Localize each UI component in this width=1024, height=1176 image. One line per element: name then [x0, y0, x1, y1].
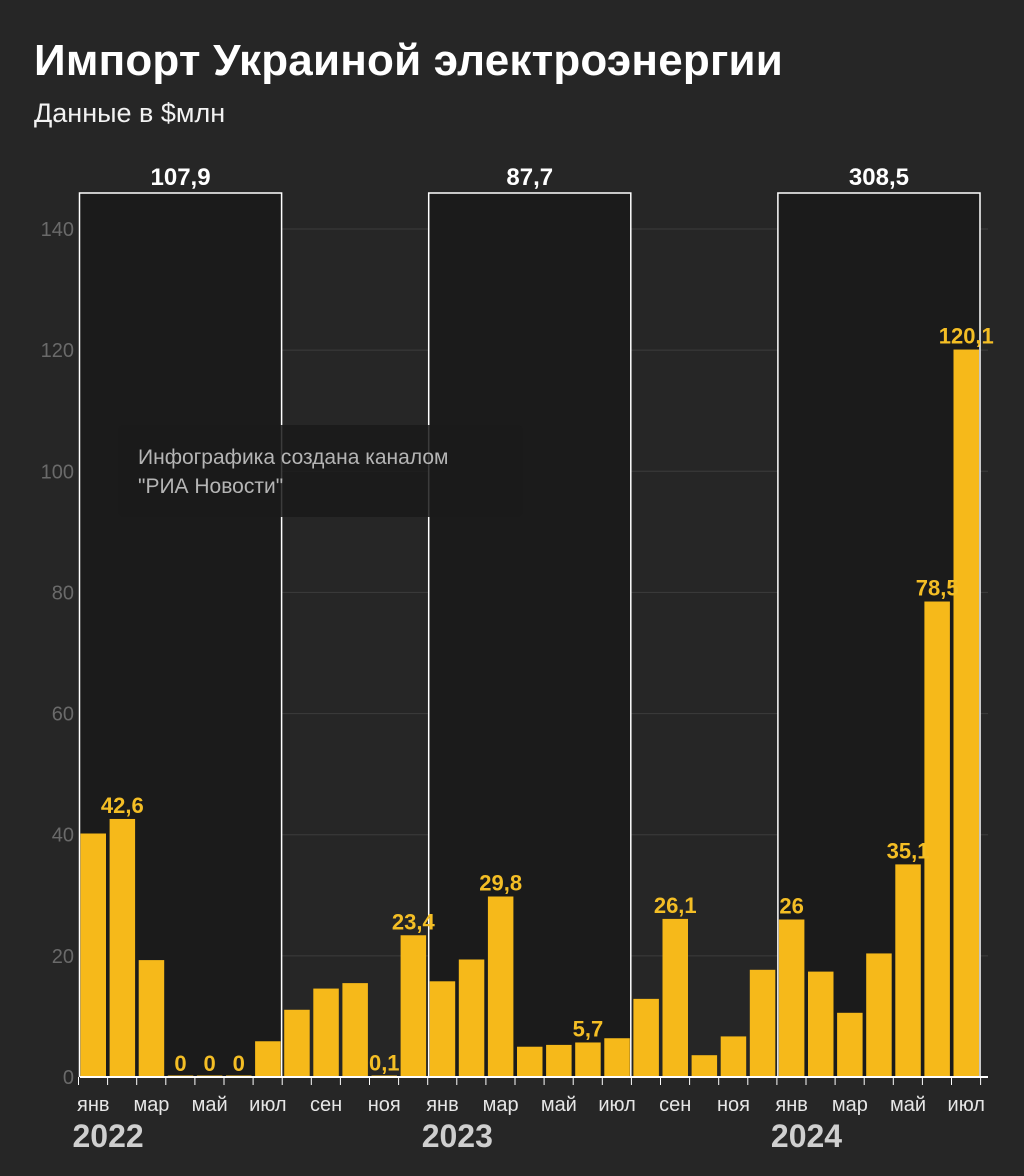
period-box-1 [428, 193, 631, 1077]
y-tick-label: 40 [52, 825, 74, 847]
x-tick-label: июл [598, 1094, 635, 1116]
bar-7 [284, 1009, 310, 1077]
bar-13 [458, 959, 485, 1077]
y-tick-label: 120 [41, 340, 74, 362]
data-label: 5,7 [573, 1016, 604, 1041]
x-tick-label: мар [133, 1094, 169, 1116]
x-tick-label: сен [310, 1094, 342, 1116]
y-tick-label: 80 [52, 582, 74, 604]
bar-25 [808, 971, 834, 1077]
bar-9 [342, 983, 368, 1077]
bar-17 [575, 1042, 601, 1077]
bar-21 [691, 1055, 718, 1077]
bars [80, 349, 979, 1078]
x-tick-label: июл [249, 1094, 286, 1116]
x-tick-label: май [192, 1094, 228, 1116]
bar-20 [662, 918, 688, 1077]
bar-29 [924, 601, 950, 1077]
x-tick-label: май [890, 1094, 926, 1116]
year-label: 2023 [422, 1118, 493, 1154]
y-tick-label: 100 [41, 461, 74, 483]
bar-19 [633, 998, 659, 1077]
period-boxes: 107,9 87,7 308,5 [78, 164, 981, 1077]
bar-16 [546, 1044, 572, 1077]
data-label: 23,4 [392, 909, 436, 934]
data-label: 29,8 [479, 870, 522, 895]
bar-22 [720, 1036, 747, 1077]
data-label: 0,1 [369, 1050, 400, 1075]
x-tick-label: май [541, 1094, 577, 1116]
bar-28 [895, 864, 921, 1077]
bar-0 [80, 833, 106, 1077]
data-label: 26 [779, 894, 803, 919]
chart-title: Импорт Украиной электроэнергии [34, 36, 783, 85]
bar-27 [866, 953, 892, 1077]
x-tick-label: ноя [368, 1094, 401, 1116]
data-label: 42,6 [101, 793, 144, 818]
watermark-line-1: Инфографика создана каналом [138, 446, 448, 469]
data-label: 78,5 [916, 576, 959, 601]
bar-11 [400, 935, 427, 1077]
watermark-line-2: "РИА Новости" [138, 475, 283, 498]
x-tick-label: янв [426, 1094, 459, 1116]
data-label: 0 [204, 1051, 216, 1076]
bar-23 [749, 969, 776, 1077]
x-tick-label: янв [775, 1094, 808, 1116]
x-tick-label: янв [77, 1094, 110, 1116]
y-tick-label: 140 [41, 219, 74, 241]
bar-26 [837, 1012, 863, 1077]
data-label: 0 [174, 1051, 186, 1076]
bar-2 [138, 960, 165, 1077]
bar-18 [604, 1038, 630, 1077]
period-total-label: 107,9 [151, 164, 211, 191]
bar-15 [517, 1046, 543, 1077]
watermark: Инфографика создана каналом "РИА Новости… [118, 425, 523, 517]
data-label: 26,1 [654, 893, 697, 918]
period-total-label: 308,5 [849, 164, 909, 191]
bar-1 [109, 818, 136, 1077]
y-tick-label: 0 [63, 1067, 74, 1089]
bar-30 [953, 349, 979, 1078]
x-tick-label: сен [659, 1094, 691, 1116]
x-tick-label: мар [832, 1094, 868, 1116]
period-box-outline-1 [427, 192, 632, 1077]
data-label: 120,1 [939, 324, 994, 349]
bar-14 [487, 896, 514, 1077]
year-label: 2022 [73, 1118, 144, 1154]
y-tick-label: 20 [52, 946, 74, 968]
bar-24 [778, 919, 805, 1077]
period-box-outline-0 [78, 192, 283, 1077]
x-tick-label: мар [483, 1094, 519, 1116]
bar-8 [313, 988, 339, 1077]
period-box-outline-2 [777, 192, 981, 1077]
watermark-background [118, 425, 523, 517]
y-tick-label: 60 [52, 704, 74, 726]
bar-12 [429, 981, 456, 1077]
year-label: 2024 [771, 1118, 842, 1154]
data-label: 35,1 [887, 838, 930, 863]
data-label: 0 [233, 1051, 245, 1076]
chart-subtitle: Данные в $млн [34, 98, 226, 128]
bar-6 [255, 1041, 281, 1077]
x-tick-label: ноя [717, 1094, 750, 1116]
period-total-label: 87,7 [506, 164, 553, 191]
x-tick-label: июл [948, 1094, 985, 1116]
